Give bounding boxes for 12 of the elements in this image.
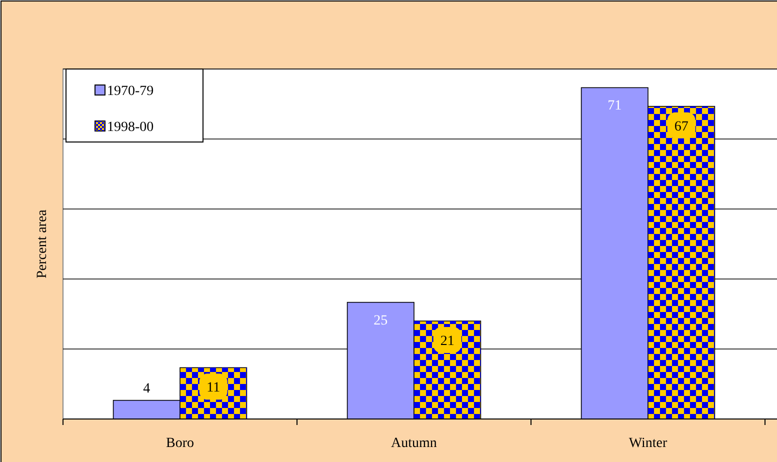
data-label: 11 bbox=[206, 380, 220, 396]
x-tick-label: Autumn bbox=[391, 436, 437, 451]
legend-label: 1970-79 bbox=[107, 84, 154, 99]
data-label: 25 bbox=[374, 313, 388, 328]
data-label: 21 bbox=[440, 334, 454, 349]
legend-label: 1998-00 bbox=[107, 120, 154, 135]
x-tick-label: Boro bbox=[166, 436, 194, 451]
data-label: 4 bbox=[143, 381, 150, 396]
data-label: 67 bbox=[674, 119, 688, 134]
y-axis-title: Percent area bbox=[35, 208, 50, 278]
x-tick-label: Winter bbox=[628, 436, 668, 451]
data-label: 71 bbox=[608, 98, 622, 114]
